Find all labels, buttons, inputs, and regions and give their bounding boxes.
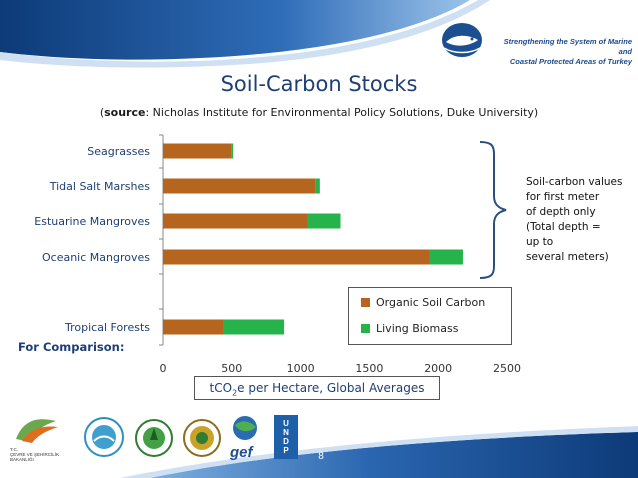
category-label-3: Oceanic Mangroves <box>42 251 150 264</box>
gef-logo: gef <box>230 415 266 461</box>
ministry-logo-text: T.C. ÇEVRE VE ŞEHİRCİLİK BAKANLIĞI <box>10 447 60 462</box>
legend-item-biomass: Living Biomass <box>361 322 458 335</box>
page-title: Soil-Carbon Stocks <box>220 72 418 96</box>
undp-logo: UNDP <box>274 415 298 459</box>
category-label-0: Seagrasses <box>87 145 150 158</box>
ministry-emblem-icon <box>16 419 58 443</box>
source-label: source <box>104 106 146 119</box>
bar-organic-3 <box>163 249 430 265</box>
seal-logo-2 <box>135 419 173 457</box>
category-label-5: Tropical Forests <box>64 321 150 334</box>
category-label-2: Estuarine Mangroves <box>34 215 150 228</box>
seal-logo-1 <box>84 417 124 457</box>
bar-chart: Seagrasses Tidal Salt Marshes Estuarine Ma… <box>34 134 521 375</box>
category-label-1: Tidal Salt Marshes <box>49 180 151 193</box>
legend-label-biomass: Living Biomass <box>376 322 459 335</box>
grouping-brace <box>479 141 507 279</box>
x-tick-label-3: 1500 <box>355 362 383 375</box>
x-tick-label-2: 1000 <box>287 362 315 375</box>
footer-banner <box>120 426 638 478</box>
org-title-line-1: Strengthening the System of Marine and <box>503 37 632 56</box>
legend-swatch-biomass <box>361 324 370 333</box>
x-axis-label-sub: 2 <box>232 388 238 398</box>
bar-organic-0 <box>163 143 232 159</box>
chart-legend: Organic Soil Carbon Living Biomass <box>348 287 512 345</box>
source-open-paren: ( <box>99 106 105 119</box>
ministry-logo: T.C. ÇEVRE VE ŞEHİRCİLİK BAKANLIĞI <box>10 415 62 462</box>
comparison-label: For Comparison: <box>18 340 125 354</box>
x-tick-label-5: 2500 <box>493 362 521 375</box>
bar-biomass-2 <box>307 213 341 229</box>
source-text: : Nicholas Institute for Environmental P… <box>145 106 539 119</box>
x-axis-label-suffix: e per Hectare, Global Averages <box>237 381 425 395</box>
bar-biomass-3 <box>429 249 463 265</box>
legend-item-organic: Organic Soil Carbon <box>361 296 485 309</box>
legend-label-organic: Organic Soil Carbon <box>376 296 486 309</box>
org-title: Strengthening the System of Marine and C… <box>492 37 632 67</box>
seal-logo-3 <box>183 419 221 457</box>
x-tick-label-1: 500 <box>221 362 242 375</box>
undp-text: UNDP <box>283 419 289 455</box>
bar-organic-5 <box>163 319 224 335</box>
globe-fish-icon <box>442 23 482 57</box>
page-number: 8 <box>318 451 324 462</box>
x-tick-label-0: 0 <box>160 362 167 375</box>
bar-organic-2 <box>163 213 308 229</box>
header-banner <box>0 0 490 68</box>
side-note: Soil-carbon values for first meter of de… <box>526 176 623 263</box>
source-line: (source: Nicholas Institute for Environm… <box>0 106 638 119</box>
x-axis-label-prefix: tCO <box>209 381 233 395</box>
gef-text: gef <box>230 444 253 461</box>
project-logo <box>440 18 630 68</box>
x-axis-label: tCO2e per Hectare, Global Averages <box>194 376 440 400</box>
bar-biomass-1 <box>315 178 320 194</box>
org-title-line-2: Coastal Protected Areas of Turkey <box>509 57 632 66</box>
legend-swatch-organic <box>361 298 370 307</box>
bar-biomass-5 <box>223 319 285 335</box>
bar-biomass-0 <box>231 143 234 159</box>
x-tick-label-4: 2000 <box>424 362 452 375</box>
gef-globe-icon <box>233 416 257 440</box>
bar-organic-1 <box>163 178 316 194</box>
